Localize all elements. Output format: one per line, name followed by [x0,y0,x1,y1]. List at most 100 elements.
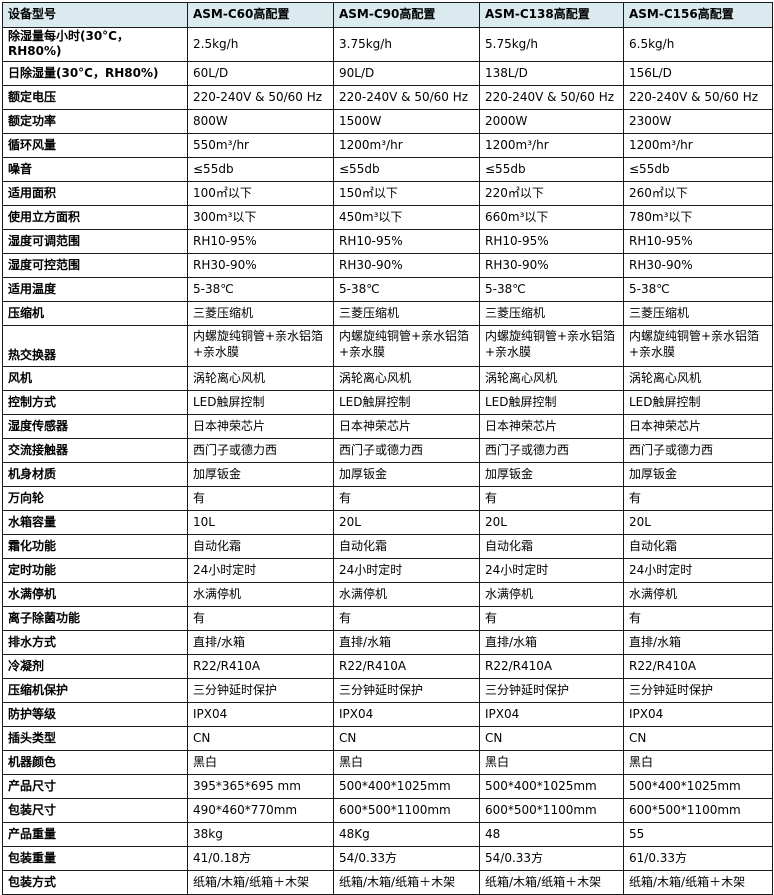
table-row: 湿度可调范围 RH10-95% RH10-95% RH10-95% RH10-95% [2,229,773,254]
cell-c90: 黑白 [333,750,480,775]
table-row: 产品重量 38kg 48Kg 48 55 [2,822,773,847]
row-label: 万向轮 [2,486,188,511]
cell-c138: 54/0.33方 [479,846,624,871]
cell-c138: 黑白 [479,750,624,775]
table-row: 压缩机保护 三分钟延时保护 三分钟延时保护 三分钟延时保护 三分钟延时保护 [2,678,773,703]
row-label: 防护等级 [2,702,188,727]
cell-c90: 5-38℃ [333,277,480,302]
cell-c60: 日本神荣芯片 [187,414,334,439]
cell-c90: 有 [333,486,480,511]
cell-c90: 20L [333,510,480,535]
row-label: 产品尺寸 [2,774,188,799]
row-label: 湿度可控范围 [2,253,188,278]
table-row: 日除湿量(30°C，RH80%) 60L/D 90L/D 138L/D 156L/D [2,61,773,86]
table-row: 包装方式 纸箱/木箱/纸箱＋木架 纸箱/木箱/纸箱＋木架 纸箱/木箱/纸箱＋木架 纸箱/… [2,870,773,895]
cell-c138: 涡轮离心风机 [479,366,624,391]
row-label: 包装方式 [2,870,188,895]
cell-c156: 自动化霜 [623,534,773,559]
cell-c60: 395*365*695 mm [187,774,334,799]
cell-c156: 内螺旋纯铜管+亲水铝箔+亲水膜 [623,325,773,367]
row-label: 机器颜色 [2,750,188,775]
cell-c60: 纸箱/木箱/纸箱＋木架 [187,870,334,895]
row-label: 定时功能 [2,558,188,583]
table-row: 压缩机 三菱压缩机 三菱压缩机 三菱压缩机 三菱压缩机 [2,301,773,326]
cell-c156: 黑白 [623,750,773,775]
table-row: 除湿量每小时(30°C，RH80%) 2.5kg/h 3.75kg/h 5.75kg/… [2,27,773,62]
cell-c156: 156L/D [623,61,773,86]
cell-c60: 38kg [187,822,334,847]
cell-c156: 220-240V & 50/60 Hz [623,85,773,110]
table-row: 排水方式 直排/水箱 直排/水箱 直排/水箱 直排/水箱 [2,630,773,655]
cell-c138: RH30-90% [479,253,624,278]
table-row: 机器颜色 黑白 黑白 黑白 黑白 [2,750,773,775]
cell-c60: RH30-90% [187,253,334,278]
table-row: 风机 涡轮离心风机 涡轮离心风机 涡轮离心风机 涡轮离心风机 [2,366,773,391]
cell-c90: 54/0.33方 [333,846,480,871]
column-header-c90: ASM-C90高配置 [333,2,480,28]
cell-c60: R22/R410A [187,654,334,679]
cell-c138: 1200m³/hr [479,133,624,158]
table-row: 适用面积 100㎡以下 150㎡以下 220㎡以下 260㎡以下 [2,181,773,206]
row-label: 风机 [2,366,188,391]
cell-c156: 西门子或德力西 [623,438,773,463]
cell-c138: 5-38℃ [479,277,624,302]
row-label: 水满停机 [2,582,188,607]
cell-c156: 600*500*1100mm [623,798,773,823]
cell-c156: 有 [623,486,773,511]
table-row: 霜化功能 自动化霜 自动化霜 自动化霜 自动化霜 [2,534,773,559]
cell-c138: 三分钟延时保护 [479,678,624,703]
cell-c60: 直排/水箱 [187,630,334,655]
cell-c138: 有 [479,606,624,631]
cell-c156: 三分钟延时保护 [623,678,773,703]
cell-c156: 61/0.33方 [623,846,773,871]
row-label: 日除湿量(30°C，RH80%) [2,61,188,86]
cell-c60: 内螺旋纯铜管+亲水铝箔+亲水膜 [187,325,334,367]
cell-c60: IPX04 [187,702,334,727]
table-row: 定时功能 24小时定时 24小时定时 24小时定时 24小时定时 [2,558,773,583]
row-label: 湿度传感器 [2,414,188,439]
cell-c138: 24小时定时 [479,558,624,583]
cell-c60: 220-240V & 50/60 Hz [187,85,334,110]
row-label: 交流接触器 [2,438,188,463]
cell-c90: 水满停机 [333,582,480,607]
cell-c156: 55 [623,822,773,847]
row-label: 循环风量 [2,133,188,158]
cell-c156: LED触屏控制 [623,390,773,415]
cell-c60: 三菱压缩机 [187,301,334,326]
cell-c156: 加厚钣金 [623,462,773,487]
cell-c138: LED触屏控制 [479,390,624,415]
cell-c60: 100㎡以下 [187,181,334,206]
cell-c60: 490*460*770mm [187,798,334,823]
row-label: 除湿量每小时(30°C，RH80%) [2,27,188,62]
cell-c90: IPX04 [333,702,480,727]
cell-c60: 24小时定时 [187,558,334,583]
table-row: 热交换器 内螺旋纯铜管+亲水铝箔+亲水膜 内螺旋纯铜管+亲水铝箔+亲水膜 内螺旋纯铜管… [2,325,773,367]
cell-c156: 有 [623,606,773,631]
cell-c138: 138L/D [479,61,624,86]
column-header-c60: ASM-C60高配置 [187,2,334,28]
cell-c90: 纸箱/木箱/纸箱＋木架 [333,870,480,895]
cell-c156: 5-38℃ [623,277,773,302]
cell-c60: 加厚钣金 [187,462,334,487]
cell-c138: ≤55db [479,157,624,182]
cell-c138: 直排/水箱 [479,630,624,655]
cell-c60: 涡轮离心风机 [187,366,334,391]
column-header-c156: ASM-C156高配置 [623,2,773,28]
cell-c156: IPX04 [623,702,773,727]
cell-c138: IPX04 [479,702,624,727]
row-label: 适用温度 [2,277,188,302]
row-label: 压缩机保护 [2,678,188,703]
cell-c90: 1500W [333,109,480,134]
table-row: 机身材质 加厚钣金 加厚钣金 加厚钣金 加厚钣金 [2,462,773,487]
table-row: 适用温度 5-38℃ 5-38℃ 5-38℃ 5-38℃ [2,277,773,302]
cell-c156: 纸箱/木箱/纸箱＋木架 [623,870,773,895]
row-label: 产品重量 [2,822,188,847]
cell-c60: LED触屏控制 [187,390,334,415]
cell-c156: RH10-95% [623,229,773,254]
cell-c60: 西门子或德力西 [187,438,334,463]
row-label: 湿度可调范围 [2,229,188,254]
cell-c156: 日本神荣芯片 [623,414,773,439]
cell-c60: ≤55db [187,157,334,182]
row-label: 水箱容量 [2,510,188,535]
table-row: 湿度传感器 日本神荣芯片 日本神荣芯片 日本神荣芯片 日本神荣芯片 [2,414,773,439]
